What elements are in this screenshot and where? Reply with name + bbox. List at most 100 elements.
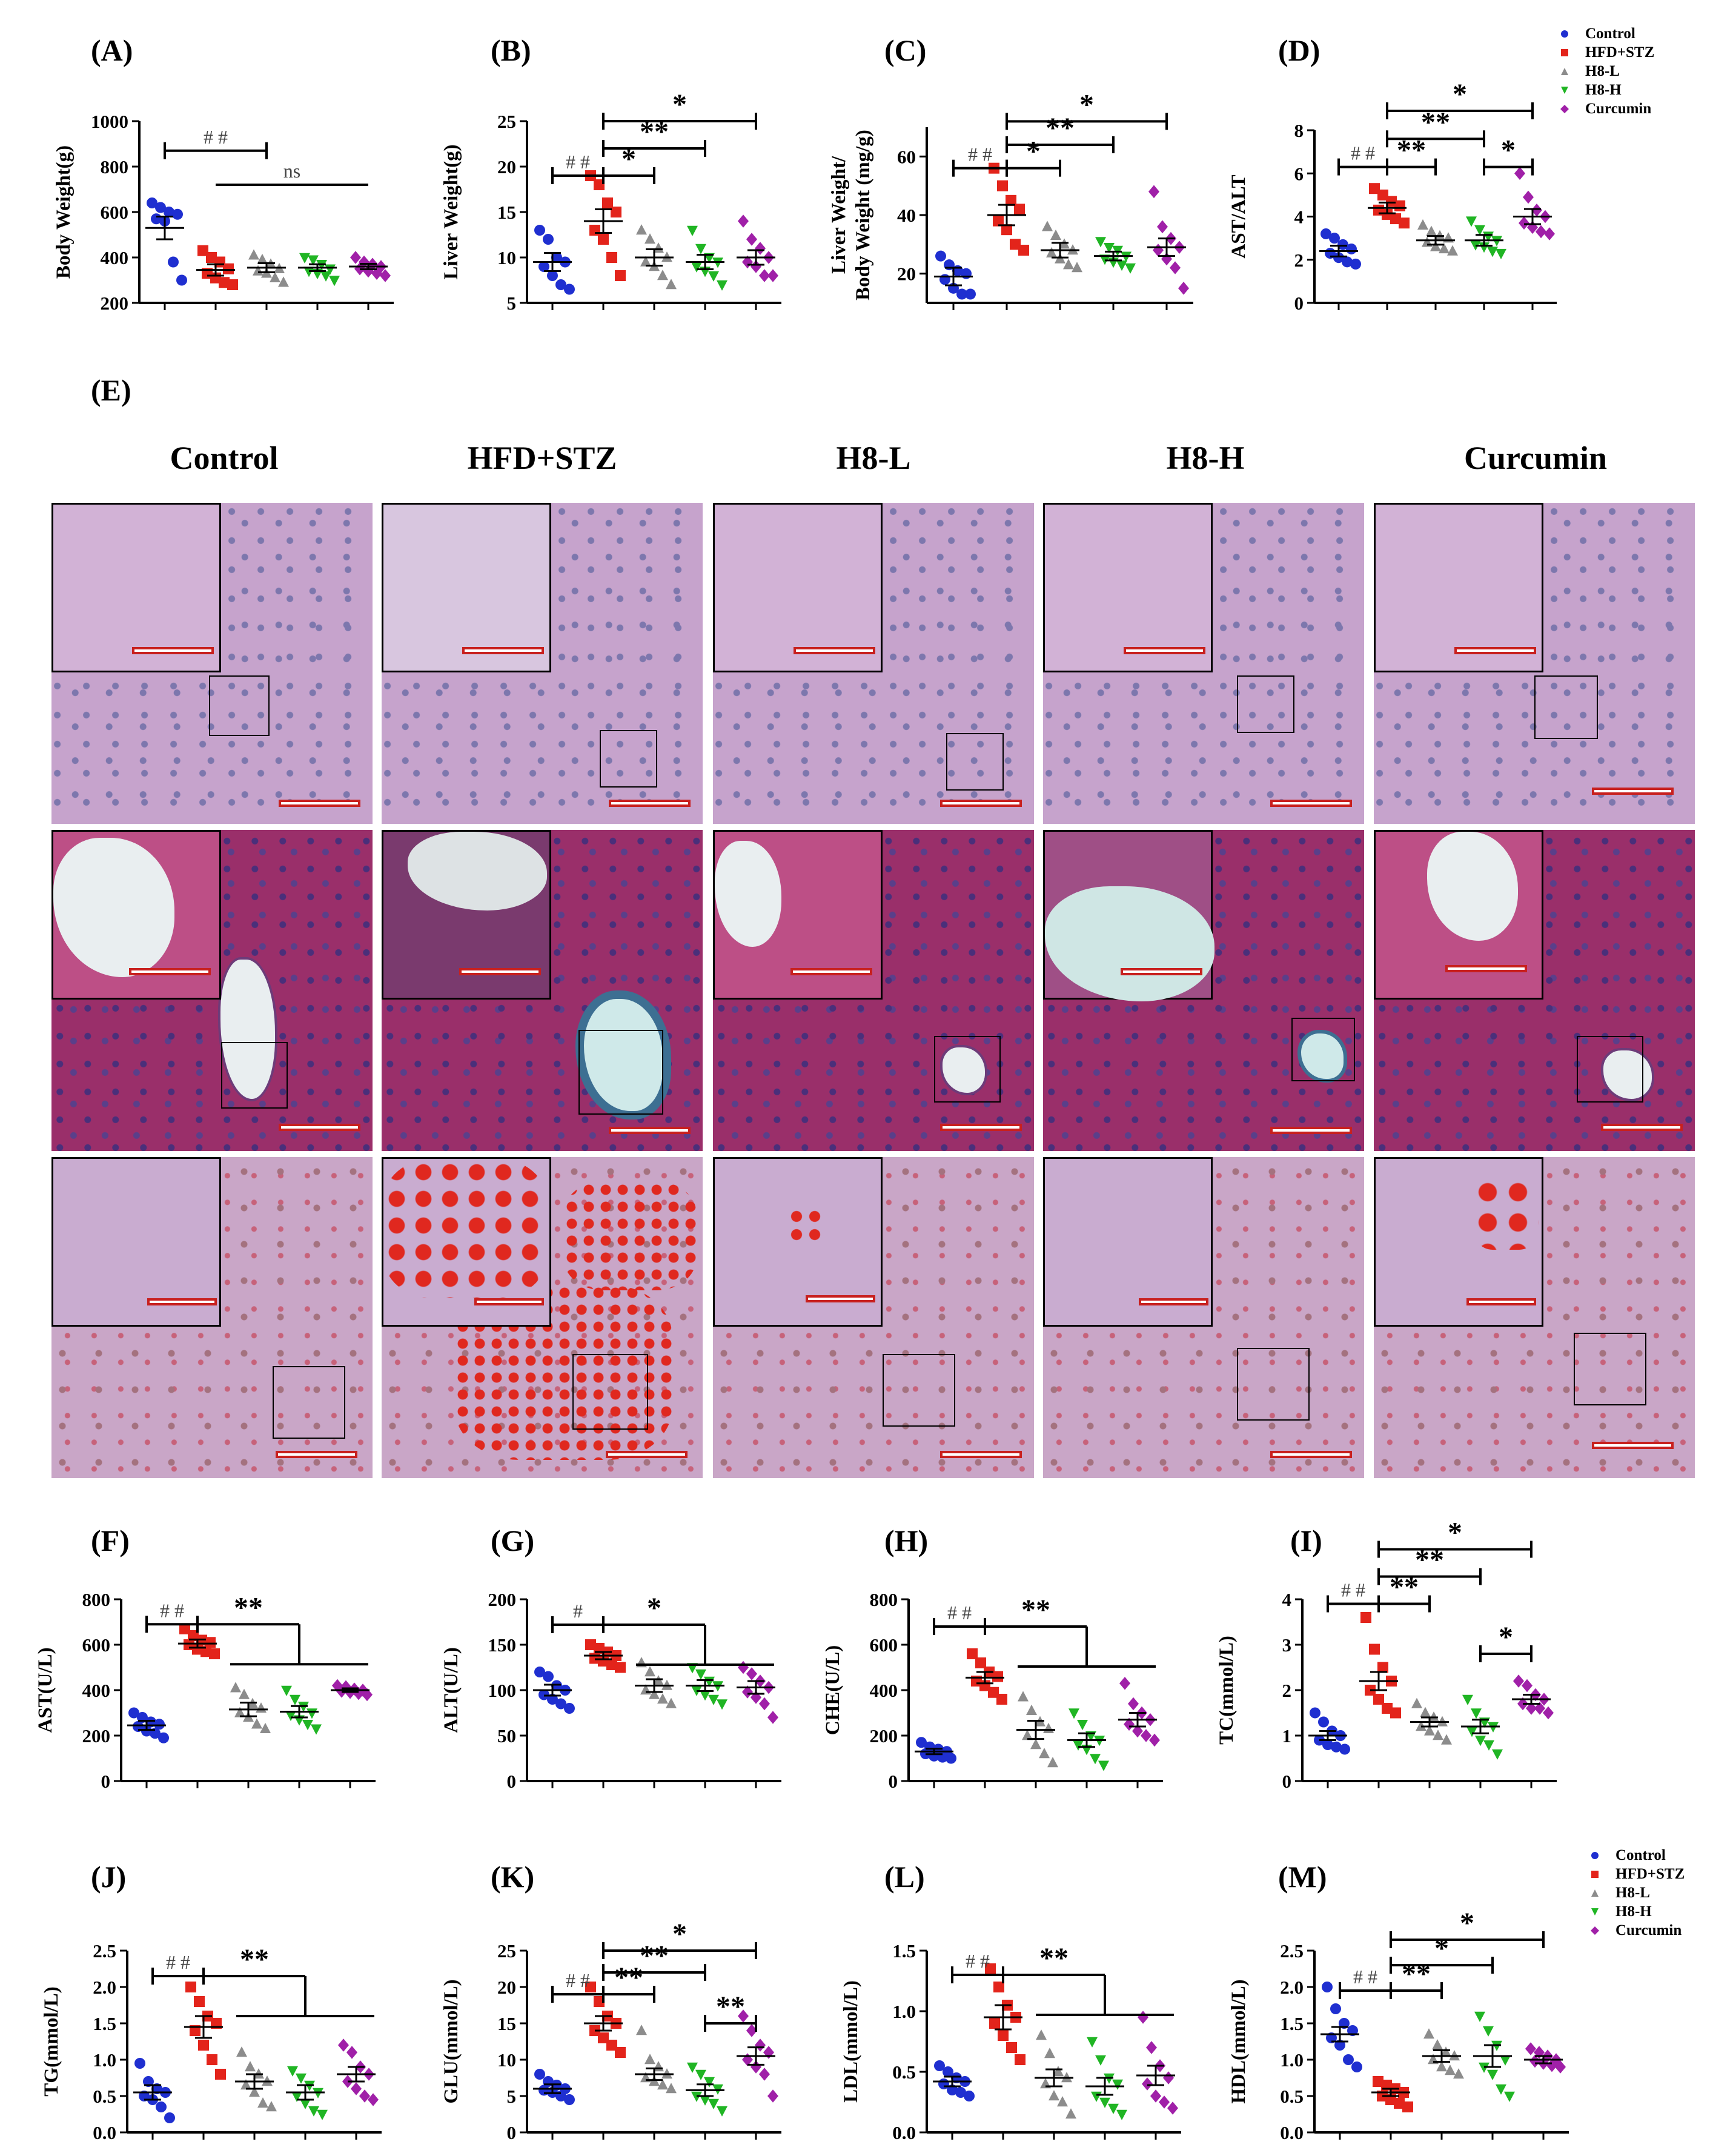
- significance-annotation: # #: [1327, 1579, 1380, 1613]
- zoom-inset: [51, 503, 221, 672]
- data-point: [1441, 1734, 1452, 1745]
- series-hfd-stz: [966, 1648, 1007, 1705]
- data-point: [245, 2061, 256, 2072]
- data-point: [345, 1685, 356, 1699]
- data-point: [1085, 1731, 1096, 1742]
- data-point: [1426, 225, 1437, 236]
- data-point: [1536, 225, 1546, 239]
- data-point: [1382, 1703, 1393, 1714]
- oil-red-o-image-hfd-stz: [382, 1157, 703, 1478]
- data-point: [1369, 183, 1380, 194]
- data-point: [1555, 2060, 1566, 2074]
- series-h8-l: [1416, 219, 1458, 256]
- data-point: [1483, 1740, 1494, 1751]
- significance-label: **: [640, 1940, 669, 1972]
- data-point: [742, 255, 753, 269]
- data-point: [708, 271, 719, 282]
- masson-stain-image-h8-l: [713, 830, 1034, 1151]
- chart-g: (G) 0 50 100 150 200 ALT(U/L) # *: [440, 1524, 781, 1792]
- data-point: [606, 1659, 617, 1670]
- data-point: [644, 1666, 655, 1677]
- data-point: [1159, 2095, 1170, 2109]
- significance-annotation: **: [602, 1962, 655, 2003]
- data-point: [636, 2025, 647, 2035]
- scale-bar: [790, 968, 872, 975]
- scale-bar: [606, 1451, 688, 1458]
- significance-label: *: [1501, 134, 1516, 167]
- data-point: [274, 262, 285, 273]
- data-point: [141, 1725, 152, 1737]
- data-point: [133, 1721, 144, 1732]
- data-point: [1165, 231, 1176, 245]
- data-point: [139, 2091, 150, 2101]
- data-point: [598, 234, 609, 245]
- panel-label: (F): [91, 1524, 130, 1557]
- data-point: [943, 2066, 953, 2077]
- panel-label: (H): [884, 1524, 928, 1557]
- chart-f: (F) 0 200 400 600 800 AST(U/L) # # **: [35, 1524, 376, 1792]
- legend-top: Control HFD+STZ H8-L H8-H Curcumin: [1560, 24, 1654, 118]
- data-point: [979, 1680, 990, 1691]
- data-point: [1440, 2046, 1451, 2057]
- data-point: [1104, 242, 1115, 254]
- significance-label: # #: [166, 1951, 190, 1973]
- data-point: [357, 1683, 368, 1697]
- data-point: [763, 251, 774, 264]
- data-point: [260, 1722, 271, 1733]
- data-point: [1390, 1707, 1401, 1719]
- data-point: [143, 2076, 154, 2087]
- data-point: [1322, 1982, 1333, 1992]
- significance-label: **: [1021, 1594, 1050, 1626]
- data-point: [230, 1682, 241, 1693]
- data-point: [214, 256, 225, 268]
- data-point: [1022, 1730, 1033, 1740]
- data-point: [1343, 2054, 1354, 2065]
- data-point: [1487, 2069, 1498, 2080]
- data-point: [206, 252, 217, 263]
- significance-label: **: [640, 116, 669, 148]
- data-point: [700, 2095, 711, 2106]
- data-point: [1496, 2084, 1506, 2095]
- masson-stain-image-h8-h: [1043, 830, 1364, 1151]
- y-tick-label: 25: [497, 111, 516, 132]
- y-axis-label: TG(mmol/L): [41, 1986, 62, 2096]
- data-point: [151, 213, 162, 225]
- he-stain-image-h8-l: [713, 503, 1034, 824]
- data-point: [712, 2084, 723, 2095]
- data-point: [1492, 1749, 1503, 1760]
- data-point: [1148, 185, 1159, 199]
- y-tick-label: 0.0: [1280, 2122, 1304, 2143]
- data-point: [168, 256, 179, 268]
- data-point: [1091, 2091, 1102, 2102]
- data-point: [1474, 2011, 1485, 2022]
- data-point: [1006, 2042, 1017, 2053]
- data-point: [653, 1675, 664, 1686]
- data-point: [311, 1724, 322, 1735]
- y-tick-label: 4: [1282, 1589, 1292, 1610]
- data-point: [300, 2098, 311, 2109]
- significance-annotation: # #: [1339, 1966, 1392, 1999]
- data-point: [1534, 2046, 1545, 2059]
- data-point: [296, 2073, 307, 2084]
- data-point: [615, 2047, 626, 2058]
- data-point: [211, 2018, 222, 2029]
- data-point: [1081, 1745, 1092, 1756]
- scale-bar: [1592, 1442, 1674, 1449]
- series-h8-h: [686, 225, 727, 291]
- significance-label: **: [1397, 134, 1426, 167]
- data-point: [1411, 1697, 1422, 1708]
- scale-bar: [462, 647, 544, 654]
- data-point: [198, 2040, 209, 2051]
- data-point: [1430, 240, 1441, 251]
- panel-label: (M): [1278, 1860, 1327, 1894]
- triangle-down-icon: [1591, 1908, 1599, 1916]
- data-point: [1377, 189, 1388, 201]
- zoom-inset: [1374, 830, 1543, 1000]
- y-tick-label: 1: [1282, 1725, 1292, 1746]
- scale-bar: [147, 1298, 217, 1305]
- significance-label: # #: [1351, 142, 1375, 164]
- y-tick-label: 1.0: [1280, 2049, 1304, 2071]
- data-point: [1416, 1720, 1426, 1731]
- series-h8-l: [1422, 2028, 1464, 2079]
- data-point: [1061, 2072, 1072, 2083]
